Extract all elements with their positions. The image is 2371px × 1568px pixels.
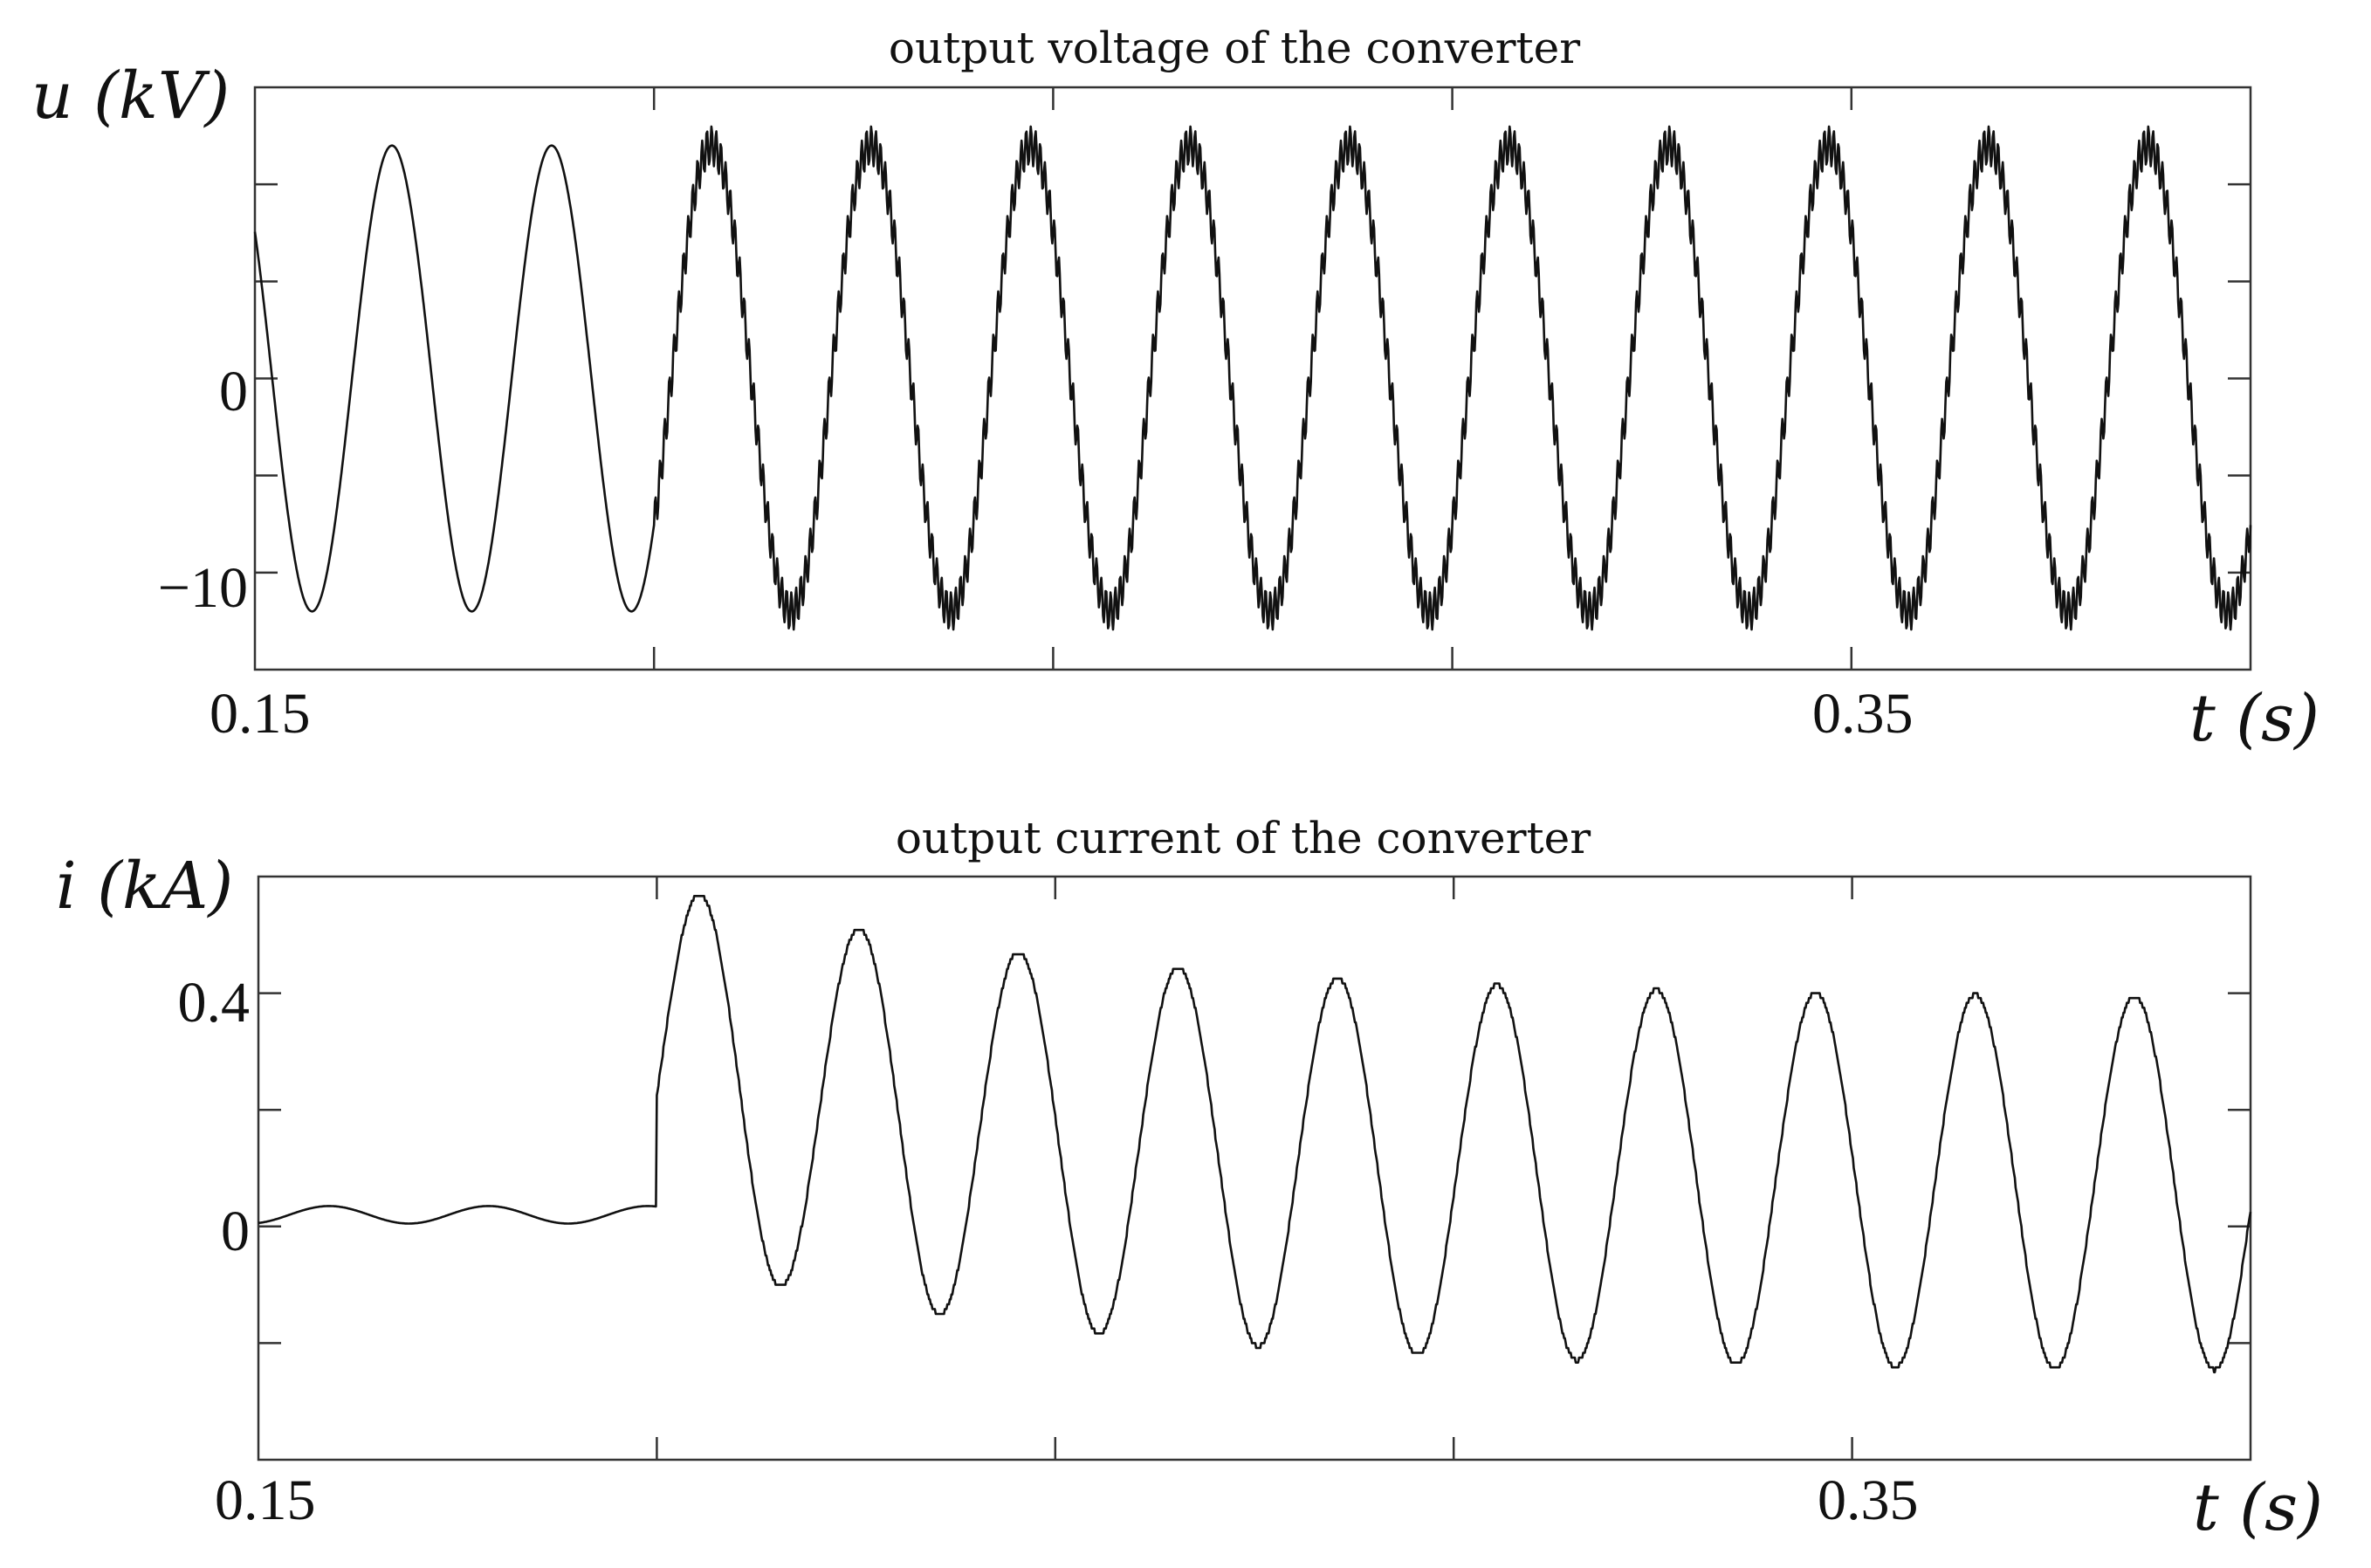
voltage-y-tick-label-0: 0 <box>219 360 248 423</box>
current-chart-title: output current of the converter <box>896 813 1591 863</box>
current-plot-frame <box>257 875 2252 1461</box>
current-chart: output current of the converter i (kA) 0… <box>56 813 2323 1545</box>
current-tick-marks <box>258 877 2251 1460</box>
current-x-tick-label-0: 0.15 <box>215 1468 316 1532</box>
current-y-tick-label-0: 0 <box>221 1200 250 1263</box>
voltage-x-tick-label-0: 0.15 <box>210 682 311 746</box>
voltage-y-axis-label: u (kV) <box>31 58 230 134</box>
current-series-line <box>258 895 2252 1374</box>
voltage-chart-title: output voltage of the converter <box>889 23 1580 73</box>
voltage-tick-marks <box>255 87 2251 670</box>
voltage-x-axis-label: t (s) <box>2189 681 2319 756</box>
current-x-axis-label: t (s) <box>2193 1470 2323 1545</box>
voltage-x-tick-label-1: 0.35 <box>1812 682 1914 746</box>
current-y-tick-label-0p4: 0.4 <box>178 971 251 1035</box>
voltage-chart: output voltage of the converter u (kV) 0… <box>31 23 2319 756</box>
current-x-tick-label-1: 0.35 <box>1818 1468 1919 1532</box>
voltage-y-tick-label-minus10: −10 <box>158 556 248 620</box>
current-y-axis-label: i (kA) <box>56 849 233 924</box>
voltage-series-line <box>253 125 2252 631</box>
